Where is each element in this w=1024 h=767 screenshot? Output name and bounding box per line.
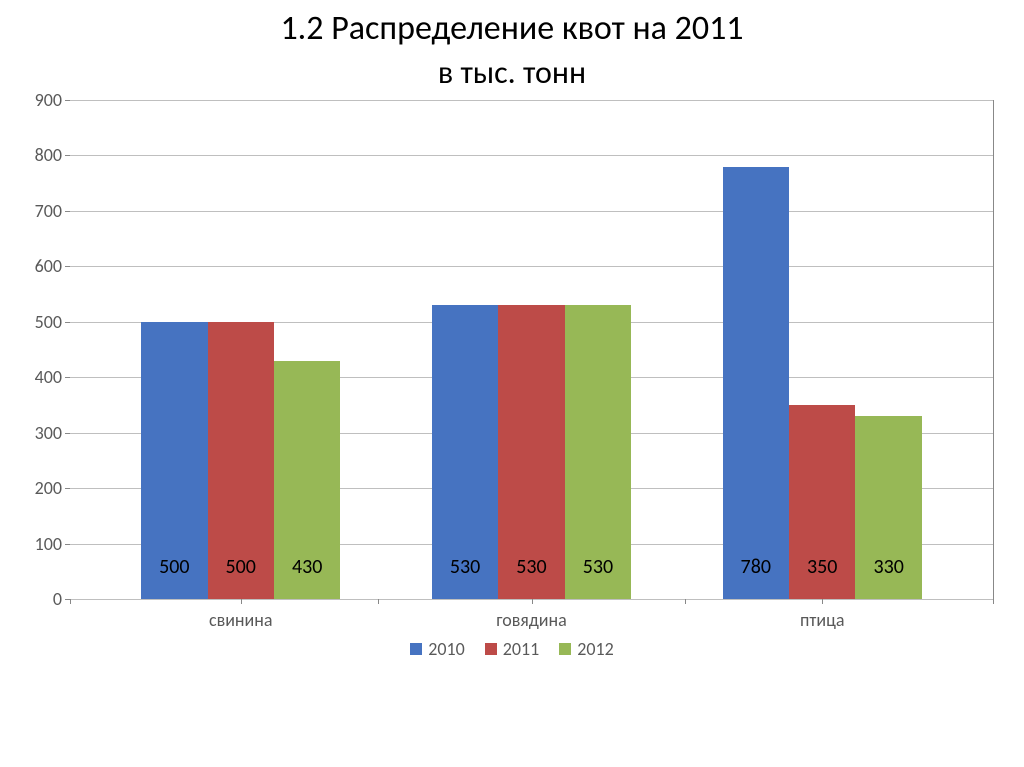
- bar-value-label: 530: [516, 555, 546, 579]
- bar: 500: [141, 322, 207, 599]
- y-tick-label: 400: [35, 366, 62, 388]
- x-tick: [241, 599, 242, 604]
- chart-container: 0100200300400500600700800900свинина50050…: [20, 100, 1004, 660]
- y-tick-label: 700: [35, 200, 62, 222]
- legend-label: 2010: [428, 638, 465, 660]
- legend-item: 2010: [410, 638, 465, 660]
- x-tick: [822, 599, 823, 604]
- y-tick: [65, 544, 70, 545]
- y-tick-label: 600: [35, 255, 62, 277]
- bar-value-label: 500: [159, 555, 189, 579]
- legend-item: 2012: [559, 638, 614, 660]
- bar-value-label: 330: [873, 555, 903, 579]
- gridline: [70, 155, 993, 156]
- y-tick: [65, 377, 70, 378]
- y-tick-label: 500: [35, 311, 62, 333]
- chart-subtitle: в тыс. тонн: [0, 53, 1024, 92]
- x-tick: [685, 599, 686, 604]
- x-category-label: птица: [800, 609, 844, 631]
- bar: 530: [432, 305, 498, 599]
- y-tick: [65, 433, 70, 434]
- chart-title: 1.2 Распределение квот на 2011: [0, 8, 1024, 49]
- x-tick: [70, 599, 71, 604]
- y-tick-label: 800: [35, 144, 62, 166]
- y-tick: [65, 100, 70, 101]
- bar-value-label: 530: [450, 555, 480, 579]
- legend-label: 2011: [503, 638, 540, 660]
- bar-value-label: 350: [807, 555, 837, 579]
- plot-area: 0100200300400500600700800900свинина50050…: [70, 100, 994, 600]
- y-tick: [65, 266, 70, 267]
- gridline: [70, 266, 993, 267]
- bar: 530: [565, 305, 631, 599]
- y-tick: [65, 488, 70, 489]
- x-tick: [532, 599, 533, 604]
- bar: 330: [855, 416, 921, 599]
- legend-label: 2012: [577, 638, 614, 660]
- y-tick-label: 900: [35, 89, 62, 111]
- x-tick: [378, 599, 379, 604]
- y-tick-label: 200: [35, 477, 62, 499]
- x-tick: [993, 599, 994, 604]
- legend-swatch: [485, 643, 497, 655]
- bar-value-label: 780: [741, 555, 771, 579]
- bar: 500: [208, 322, 274, 599]
- bar-value-label: 500: [226, 555, 256, 579]
- y-tick-label: 100: [35, 533, 62, 555]
- bar: 430: [274, 361, 340, 599]
- gridline: [70, 211, 993, 212]
- x-category-label: говядина: [496, 609, 567, 631]
- y-tick-label: 300: [35, 422, 62, 444]
- y-tick-label: 0: [53, 588, 62, 610]
- legend: 2010 2011 2012: [20, 638, 1004, 660]
- legend-item: 2011: [485, 638, 540, 660]
- bar: 780: [723, 167, 789, 599]
- bar: 530: [498, 305, 564, 599]
- bar: 350: [789, 405, 855, 599]
- gridline: [70, 100, 993, 101]
- y-tick: [65, 211, 70, 212]
- bar-value-label: 430: [292, 555, 322, 579]
- x-category-label: свинина: [209, 609, 273, 631]
- y-tick: [65, 155, 70, 156]
- legend-swatch: [559, 643, 571, 655]
- y-tick: [65, 322, 70, 323]
- bar-value-label: 530: [583, 555, 613, 579]
- legend-swatch: [410, 643, 422, 655]
